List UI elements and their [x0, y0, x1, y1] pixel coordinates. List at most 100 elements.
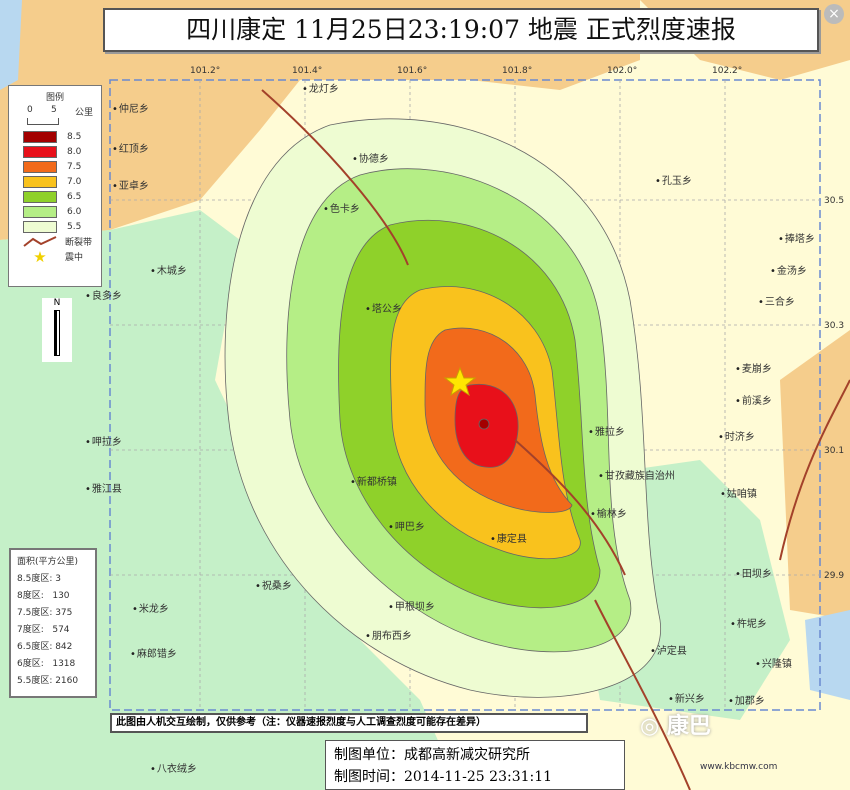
area-row: 7.5度区: 375 [17, 608, 73, 618]
legend-intensity-6.5: 6.5 [23, 189, 101, 204]
legend-swatch [23, 160, 57, 173]
place-label: 孔玉乡 [655, 172, 692, 187]
place-label: 雅江县 [85, 480, 122, 495]
place-label: 新兴乡 [668, 690, 705, 705]
legend-label: 8.0 [67, 146, 82, 157]
place-label: 仲尼乡 [112, 100, 149, 115]
place-label: 亚卓乡 [112, 177, 149, 192]
legend-label: 6.0 [67, 206, 82, 217]
map-title: 四川康定 11月25日23:19:07 地震 正式烈度速报 [103, 8, 819, 52]
fault-lines [261, 89, 850, 790]
place-label: 塔公乡 [365, 300, 402, 315]
legend-intensity-7.0: 7.0 [23, 174, 101, 189]
epicenter-star-icon [443, 366, 477, 397]
place-label: 麻郎错乡 [130, 645, 177, 660]
area-row: 6.5度区: 842 [17, 642, 73, 652]
place-label: 康定县 [490, 530, 527, 545]
place-label: 麦崩乡 [735, 360, 772, 375]
legend-swatch [23, 145, 57, 158]
place-label: 田坝乡 [735, 565, 772, 580]
latitude-tick: 30.5 [824, 196, 845, 206]
legend-label: 7.0 [67, 176, 82, 187]
place-label: 良多乡 [85, 287, 122, 302]
place-label: 金汤乡 [770, 262, 807, 277]
place-label: 三合乡 [758, 293, 795, 308]
longitude-tick: 101.6° [397, 66, 428, 76]
place-label: 甲根坝乡 [388, 598, 435, 613]
credit-time: 制图时间：2014-11-25 23:31:11 [334, 769, 553, 785]
legend-label: 5.5 [67, 221, 82, 232]
place-label: 呷拉乡 [85, 433, 122, 448]
place-label: 兴隆镇 [755, 655, 792, 670]
region-green-west [0, 210, 460, 790]
area-row: 7度区: 574 [17, 625, 70, 635]
longitude-tick: 101.8° [502, 66, 533, 76]
scale-start: 0 [27, 105, 33, 115]
legend-intensity-5.5: 5.5 [23, 219, 101, 234]
legend-fault: 断裂带 [23, 234, 101, 249]
epicenter-label: 震中 [65, 253, 84, 263]
map-frame [109, 79, 821, 711]
north-label: N [53, 298, 61, 308]
legend-swatch [23, 175, 57, 188]
legend-label: 7.5 [67, 161, 82, 172]
place-label: 红顶乡 [112, 140, 149, 155]
latitude-tick: 30.3 [824, 321, 845, 331]
credit-unit: 制图单位：成都高新减灾研究所 [334, 747, 530, 763]
place-label: 呷巴乡 [388, 518, 425, 533]
place-label: 泸定县 [650, 642, 687, 657]
place-label: 米龙乡 [132, 600, 169, 615]
longitude-tick: 102.2° [712, 66, 743, 76]
legend-epicenter: ★ 震中 [23, 247, 101, 266]
place-label: 新都桥镇 [350, 473, 397, 488]
place-label: 八衣绒乡 [150, 760, 197, 775]
place-label: 雅拉乡 [588, 423, 625, 438]
contour-8.5 [478, 418, 490, 430]
place-label: 前溪乡 [735, 392, 772, 407]
lake [0, 0, 22, 90]
lake [805, 610, 850, 700]
longitude-tick: 102.0° [607, 66, 638, 76]
place-label: 加郡乡 [728, 692, 765, 707]
north-arrow: N [42, 298, 72, 362]
place-label: 时济乡 [718, 428, 755, 443]
legend-swatch [23, 220, 57, 233]
area-row: 8度区: 130 [17, 591, 70, 601]
watermark-logo: ◎ 康巴 [640, 714, 711, 739]
area-row: 5.5度区: 2160 [17, 676, 79, 686]
latitude-tick: 29.9 [824, 571, 845, 581]
epicenter-star-icon: ★ [33, 247, 47, 266]
scale-unit: 公里 [74, 108, 93, 118]
area-heading: 面积(平方公里) [17, 557, 79, 567]
area-table: 面积(平方公里) 8.5度区: 3 8度区: 130 7.5度区: 375 7度区: … [9, 548, 97, 698]
disclaimer-note: 此图由人机交互绘制，仅供参考（注：仪器速报烈度与人工调查烈度可能存在差异） [110, 713, 588, 733]
longitude-tick: 101.2° [190, 66, 221, 76]
area-row: 8.5度区: 3 [17, 574, 61, 584]
legend-swatch [23, 190, 57, 203]
legend-intensity-8.0: 8.0 [23, 144, 101, 159]
close-icon[interactable]: × [824, 4, 844, 24]
credit-box: 制图单位：成都高新减灾研究所 制图时间：2014-11-25 23:31:11 [325, 740, 625, 790]
place-label: 榆林乡 [590, 505, 627, 520]
legend-swatch [23, 205, 57, 218]
area-row: 6度区: 1318 [17, 659, 76, 669]
region-orange-east [780, 330, 850, 620]
longitude-tick: 101.4° [292, 66, 323, 76]
place-label: 协德乡 [352, 150, 389, 165]
scale-end: 5 [50, 105, 57, 115]
legend-label: 8.5 [67, 131, 82, 142]
fault-label: 断裂带 [65, 238, 93, 248]
watermark-url: www.kbcmw.com [700, 762, 778, 772]
place-label: 龙灯乡 [302, 80, 339, 95]
place-label: 朋布西乡 [365, 627, 412, 642]
place-label: 木城乡 [150, 262, 187, 277]
legend: 图例 0 5 公里 8.5 8.0 7.5 7.0 6.5 6.0 5.5 断裂带 ★ 震中 [8, 85, 102, 287]
legend-label: 6.5 [67, 191, 82, 202]
legend-intensity-8.5: 8.5 [23, 129, 101, 144]
place-label: 甘孜藏族自治州 [598, 467, 675, 482]
intensity-contours [224, 118, 661, 698]
place-label: 姑咱镇 [720, 485, 757, 500]
place-label: 色卡乡 [323, 200, 360, 215]
north-arrow-icon [54, 310, 60, 356]
